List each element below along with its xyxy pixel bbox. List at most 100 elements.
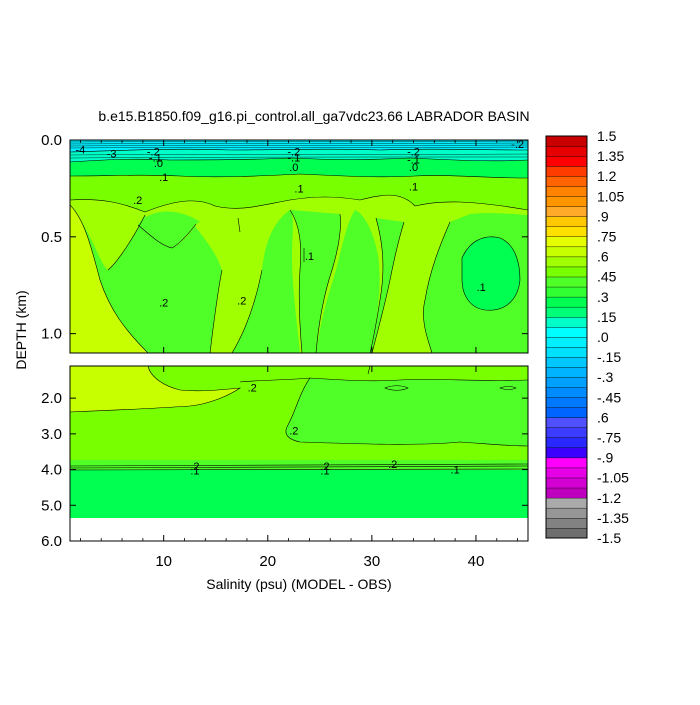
colorbar-swatch [545, 447, 588, 459]
colorbar-swatch [545, 417, 588, 428]
colorbar-label: 1.05 [597, 188, 624, 204]
colorbar-swatch [545, 266, 588, 278]
x-tick-label: 20 [259, 553, 276, 570]
field-region-low-4 [462, 236, 520, 311]
contour-label: .1 [294, 183, 303, 195]
contour-label: .2 [388, 459, 397, 471]
colorbar-label: .9 [597, 208, 609, 224]
colorbar-swatch [545, 497, 588, 509]
colorbar-swatch [545, 296, 588, 308]
x-axis: 10 20 30 40 [80, 140, 518, 570]
colorbar-swatch [545, 135, 588, 147]
contour-label: .0 [289, 162, 298, 174]
x-tick-label: 10 [155, 553, 172, 570]
missing-data-region [70, 518, 528, 541]
contour-label: -.1 [287, 152, 300, 164]
colorbar-label: -.9 [597, 450, 614, 466]
bottom-y-axis: 2.0 3.0 4.0 5.0 6.0 [41, 390, 528, 550]
bottom-region-upper [70, 366, 528, 460]
colorbar-label: -.15 [597, 349, 621, 365]
contour-label: -.1 [407, 154, 420, 166]
colorbar-label: 1.35 [597, 148, 624, 164]
contour-label: -4 [76, 145, 86, 157]
contour-label: .1 [320, 465, 329, 477]
contour-label: .2 [248, 382, 257, 394]
colorbar-label: 1.2 [597, 168, 617, 184]
contour-label: .0 [409, 162, 418, 174]
colorbar-label: -1.35 [597, 510, 629, 526]
colorbar-swatch [545, 145, 588, 157]
contour-label: -.2 [287, 147, 300, 159]
colorbar-swatch [545, 507, 588, 519]
colorbar-label: -.45 [597, 389, 621, 405]
y-tick-label: 0.0 [41, 132, 62, 149]
colorbar-swatch [545, 236, 588, 248]
colorbar-label: .6 [597, 409, 609, 425]
colorbar-swatch [545, 527, 588, 539]
bottom-panel-fill [70, 366, 528, 541]
colorbar-swatch [545, 457, 588, 469]
colorbar-swatch [545, 165, 588, 177]
contour-label: .2 [159, 298, 168, 310]
colorbar-swatch [545, 487, 588, 499]
contour-label: .2 [320, 461, 329, 473]
y-axis-label: DEPTH (km) [13, 290, 29, 369]
colorbar-swatch [545, 326, 588, 338]
bottom-panel: .2.2.2.1.2.1.2.1 2.03.04.05.06.0 10 20 30 4… [41, 140, 529, 570]
colorbar-swatch [545, 175, 588, 187]
colorbar-label: .45 [597, 269, 617, 285]
y-tick-label: 2.0 [41, 390, 62, 407]
field-region-low-3 [370, 218, 404, 353]
contour-label: .0 [154, 158, 163, 170]
contour-label: -3 [107, 149, 117, 161]
contour-lines-top [70, 148, 528, 353]
colorbar-swatch [545, 397, 588, 408]
y-tick-label: 4.0 [41, 462, 62, 479]
contour-label: .1 [305, 251, 314, 263]
contour-label: .2 [190, 461, 199, 473]
top-panel-fill [70, 140, 528, 353]
colorbar-label: .15 [597, 309, 617, 325]
contour-label: .1 [159, 172, 168, 184]
colorbar-swatch [545, 407, 588, 418]
colorbar-swatch [545, 246, 588, 258]
field-region-surface-mid [70, 170, 528, 212]
colorbar-swatch [545, 427, 588, 439]
colorbar-label: .6 [597, 249, 609, 265]
contour-label: -.1 [149, 152, 162, 164]
bottom-region-deep [70, 470, 528, 518]
contour-label: -.2 [407, 147, 420, 159]
field-region-low-2 [290, 210, 341, 353]
top-panel-frame [69, 139, 529, 354]
chart-title: b.e15.B1850.f09_g16.pi_control.all_ga7vd… [98, 108, 529, 124]
y-tick-label: 1.0 [41, 326, 62, 343]
y-tick-label: 3.0 [41, 426, 62, 443]
colorbar-swatch [545, 517, 588, 529]
field-region-surface-zero [70, 155, 528, 178]
colorbar-swatch [545, 377, 588, 388]
colorbar-swatch [545, 155, 588, 167]
y-tick-label: 6.0 [41, 533, 62, 550]
colorbar-swatch [545, 226, 588, 237]
top-contour-labels: -3-4 -.2-.1.0.1.2-.2-.1.0.1-.2-.1.0.1-.2.… [76, 139, 524, 310]
x-tick-label: 40 [468, 553, 485, 570]
colorbar-label: 1.5 [597, 128, 617, 144]
bottom-region-high [70, 366, 240, 412]
colorbar-swatch [545, 306, 588, 318]
colorbar: 1.5 1.35 1.2 1.05 .9 .75 .6 .45 .3 .15 .0 -.15 -.3 -.… [545, 128, 629, 546]
colorbar-swatch [545, 186, 588, 197]
x-axis-label: Salinity (psu) (MODEL - OBS) [206, 576, 391, 592]
field-region-yellow [70, 205, 148, 353]
y-tick-label: 0.5 [41, 229, 62, 246]
contour-label: .1 [190, 465, 199, 477]
x-tick-label: 30 [364, 553, 381, 570]
colorbar-swatch [545, 356, 588, 368]
y-tick-label: 5.0 [41, 497, 62, 514]
colorbar-swatch [545, 336, 588, 348]
colorbar-label: .3 [597, 289, 609, 305]
bottom-panel-frame [69, 365, 529, 542]
contour-label: .2 [289, 425, 298, 437]
colorbar-swatch [545, 196, 588, 207]
contour-label: .1 [477, 282, 486, 294]
